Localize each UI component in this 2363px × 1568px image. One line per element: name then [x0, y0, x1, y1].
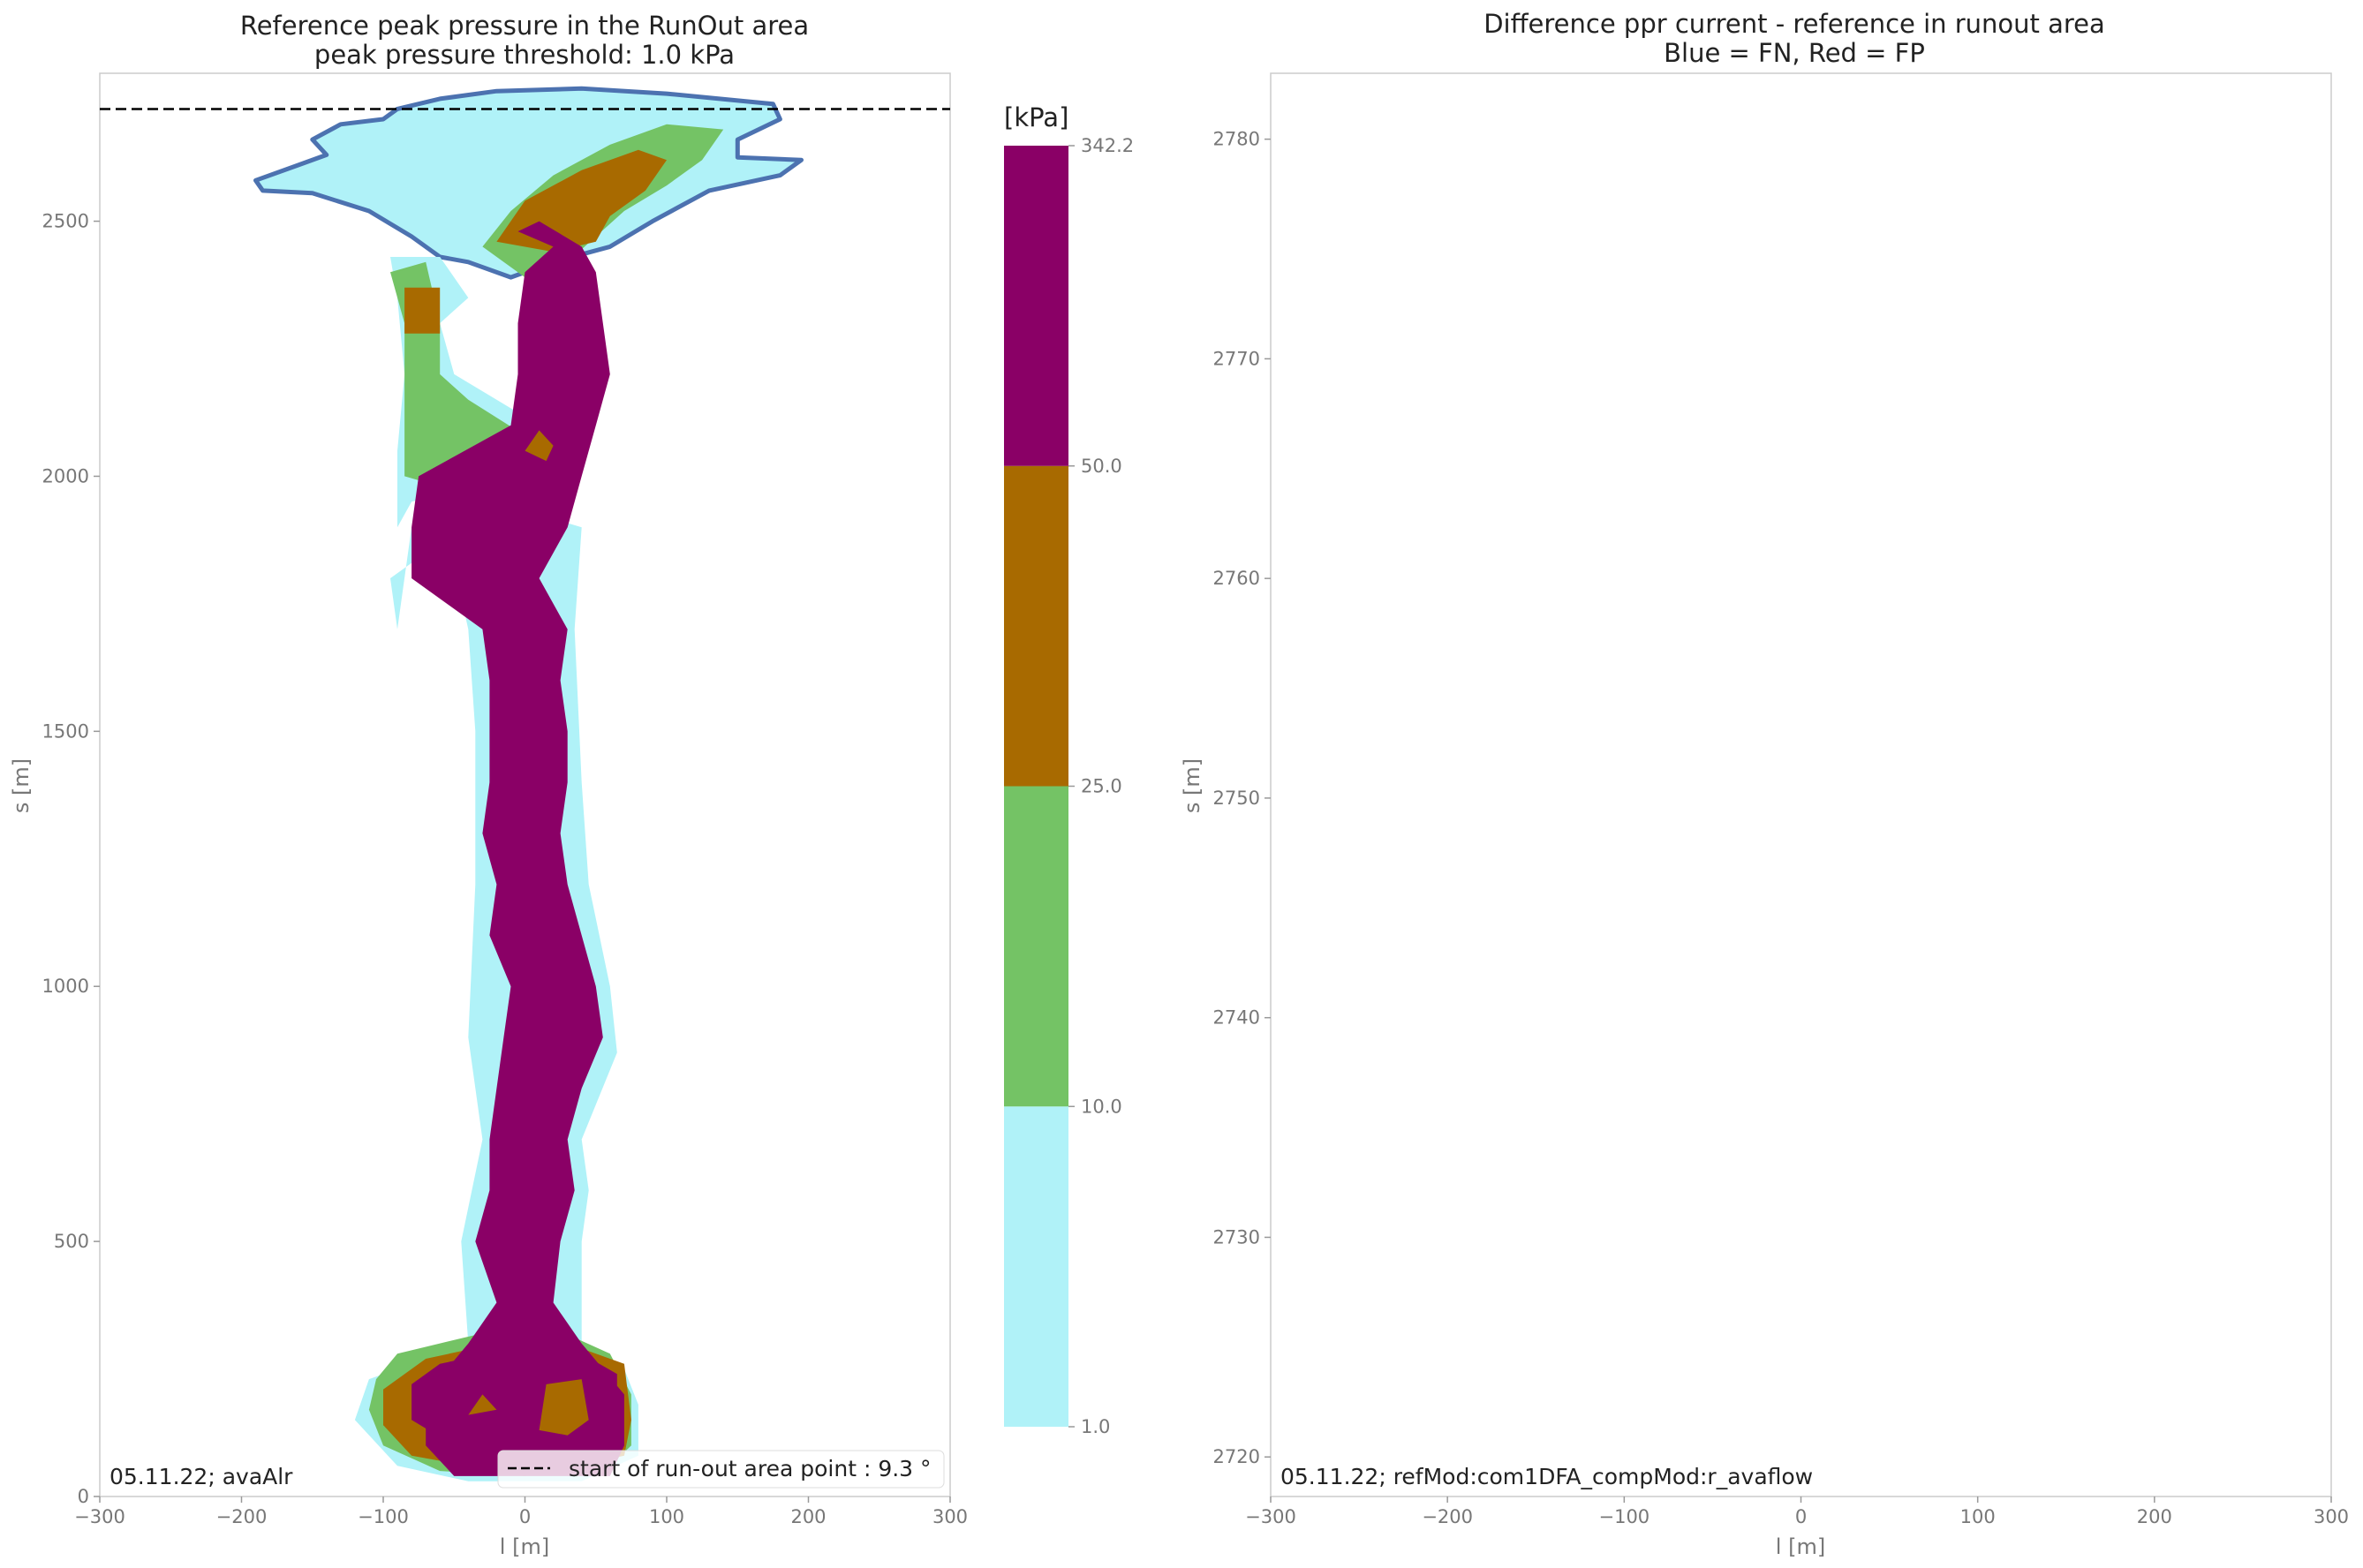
right-xlabel: l [m]: [1776, 1534, 1825, 1559]
colorbar-unit: [kPa]: [1004, 102, 1068, 132]
core-purple-zone: [411, 221, 624, 1476]
legend: start of run-out area point : 9.3 °: [497, 1450, 945, 1489]
x-tick-label: 200: [790, 1506, 826, 1527]
x-tick-label: −100: [358, 1506, 409, 1527]
right-annotation: 05.11.22; refMod:com1DFA_compMod:r_avafl…: [1280, 1464, 1813, 1489]
colorbar-segment: [1004, 465, 1068, 787]
left-lobe-brown: [404, 287, 441, 334]
y-tick-label: 2780: [1213, 129, 1260, 150]
left-xlabel: l [m]: [500, 1534, 549, 1559]
left-annotation: 05.11.22; avaAlr: [109, 1464, 293, 1489]
colorbar-tick-label: 1.0: [1081, 1416, 1110, 1437]
x-tick-label: −200: [216, 1506, 268, 1527]
x-tick-label: 100: [649, 1506, 684, 1527]
right-ylabel: s [m]: [1180, 758, 1204, 813]
colorbar-segment: [1004, 146, 1068, 466]
colorbar-segments: 1.0 10.0 25.0 50.0 342.2: [1004, 135, 1134, 1437]
right-x-ticks: −300 −200 −100 0 100 200 300: [1245, 1496, 2349, 1527]
x-tick-label: 200: [2137, 1506, 2172, 1527]
x-tick-label: 300: [932, 1506, 968, 1527]
left-y-ticks: 0 500 1000 1500 2000 2500: [42, 211, 100, 1507]
right-chart: Difference ppr current - reference in ru…: [1180, 9, 2349, 1559]
x-tick-label: −200: [1422, 1506, 1473, 1527]
left-chart: Reference peak pressure in the RunOut ar…: [9, 11, 968, 1559]
colorbar-segment: [1004, 786, 1068, 1107]
x-tick-label: 300: [2314, 1506, 2349, 1527]
x-tick-label: 100: [1960, 1506, 1996, 1527]
colorbar-tick-label: 342.2: [1081, 135, 1134, 156]
colorbar-segment: [1004, 1106, 1068, 1427]
colorbar-tick-label: 10.0: [1081, 1096, 1122, 1117]
legend-label: start of run-out area point : 9.3 °: [569, 1456, 932, 1481]
right-subtitle: Blue = FN, Red = FP: [1664, 38, 1925, 68]
colorbar: [kPa] 1.0 10.0 25.0 50.0 342.2: [1004, 102, 1134, 1437]
y-tick-label: 2720: [1213, 1446, 1260, 1467]
y-tick-label: 2760: [1213, 568, 1260, 589]
y-tick-label: 500: [54, 1231, 89, 1252]
legend-box: [497, 1450, 945, 1489]
colorbar-tick-label: 25.0: [1081, 776, 1122, 797]
lower-purple-pool: [411, 1348, 617, 1453]
right-y-ticks: 2720 2730 2740 2750 2760 2770 2780: [1213, 129, 1271, 1467]
left-title: Reference peak pressure in the RunOut ar…: [240, 11, 809, 41]
brown-spot: [525, 430, 554, 462]
right-axes-frame: [1270, 72, 2332, 1497]
x-tick-label: −300: [1245, 1506, 1296, 1527]
x-tick-label: −100: [1598, 1506, 1650, 1527]
colorbar-tick-label: 50.0: [1081, 456, 1122, 477]
y-tick-label: 1500: [42, 720, 89, 742]
brown-spot: [468, 1394, 497, 1415]
x-tick-label: −300: [74, 1506, 125, 1527]
right-title: Difference ppr current - reference in ru…: [1483, 9, 2105, 39]
y-tick-label: 2730: [1213, 1226, 1260, 1248]
y-tick-label: 1000: [42, 976, 89, 997]
y-tick-label: 2000: [42, 465, 89, 486]
y-tick-label: 0: [78, 1486, 89, 1507]
left-plot-area: [253, 86, 804, 1481]
y-tick-label: 2500: [42, 211, 89, 232]
left-subtitle: peak pressure threshold: 1.0 kPa: [314, 40, 735, 70]
left-ylabel: s [m]: [9, 758, 34, 813]
y-tick-label: 2750: [1213, 788, 1260, 809]
left-x-ticks: −300 −200 −100 0 100 200 300: [74, 1496, 968, 1527]
y-tick-label: 2770: [1213, 348, 1260, 369]
x-tick-label: 0: [519, 1506, 531, 1527]
brown-spot: [539, 1379, 589, 1436]
y-tick-label: 2740: [1213, 1007, 1260, 1029]
x-tick-label: 0: [1795, 1506, 1807, 1527]
